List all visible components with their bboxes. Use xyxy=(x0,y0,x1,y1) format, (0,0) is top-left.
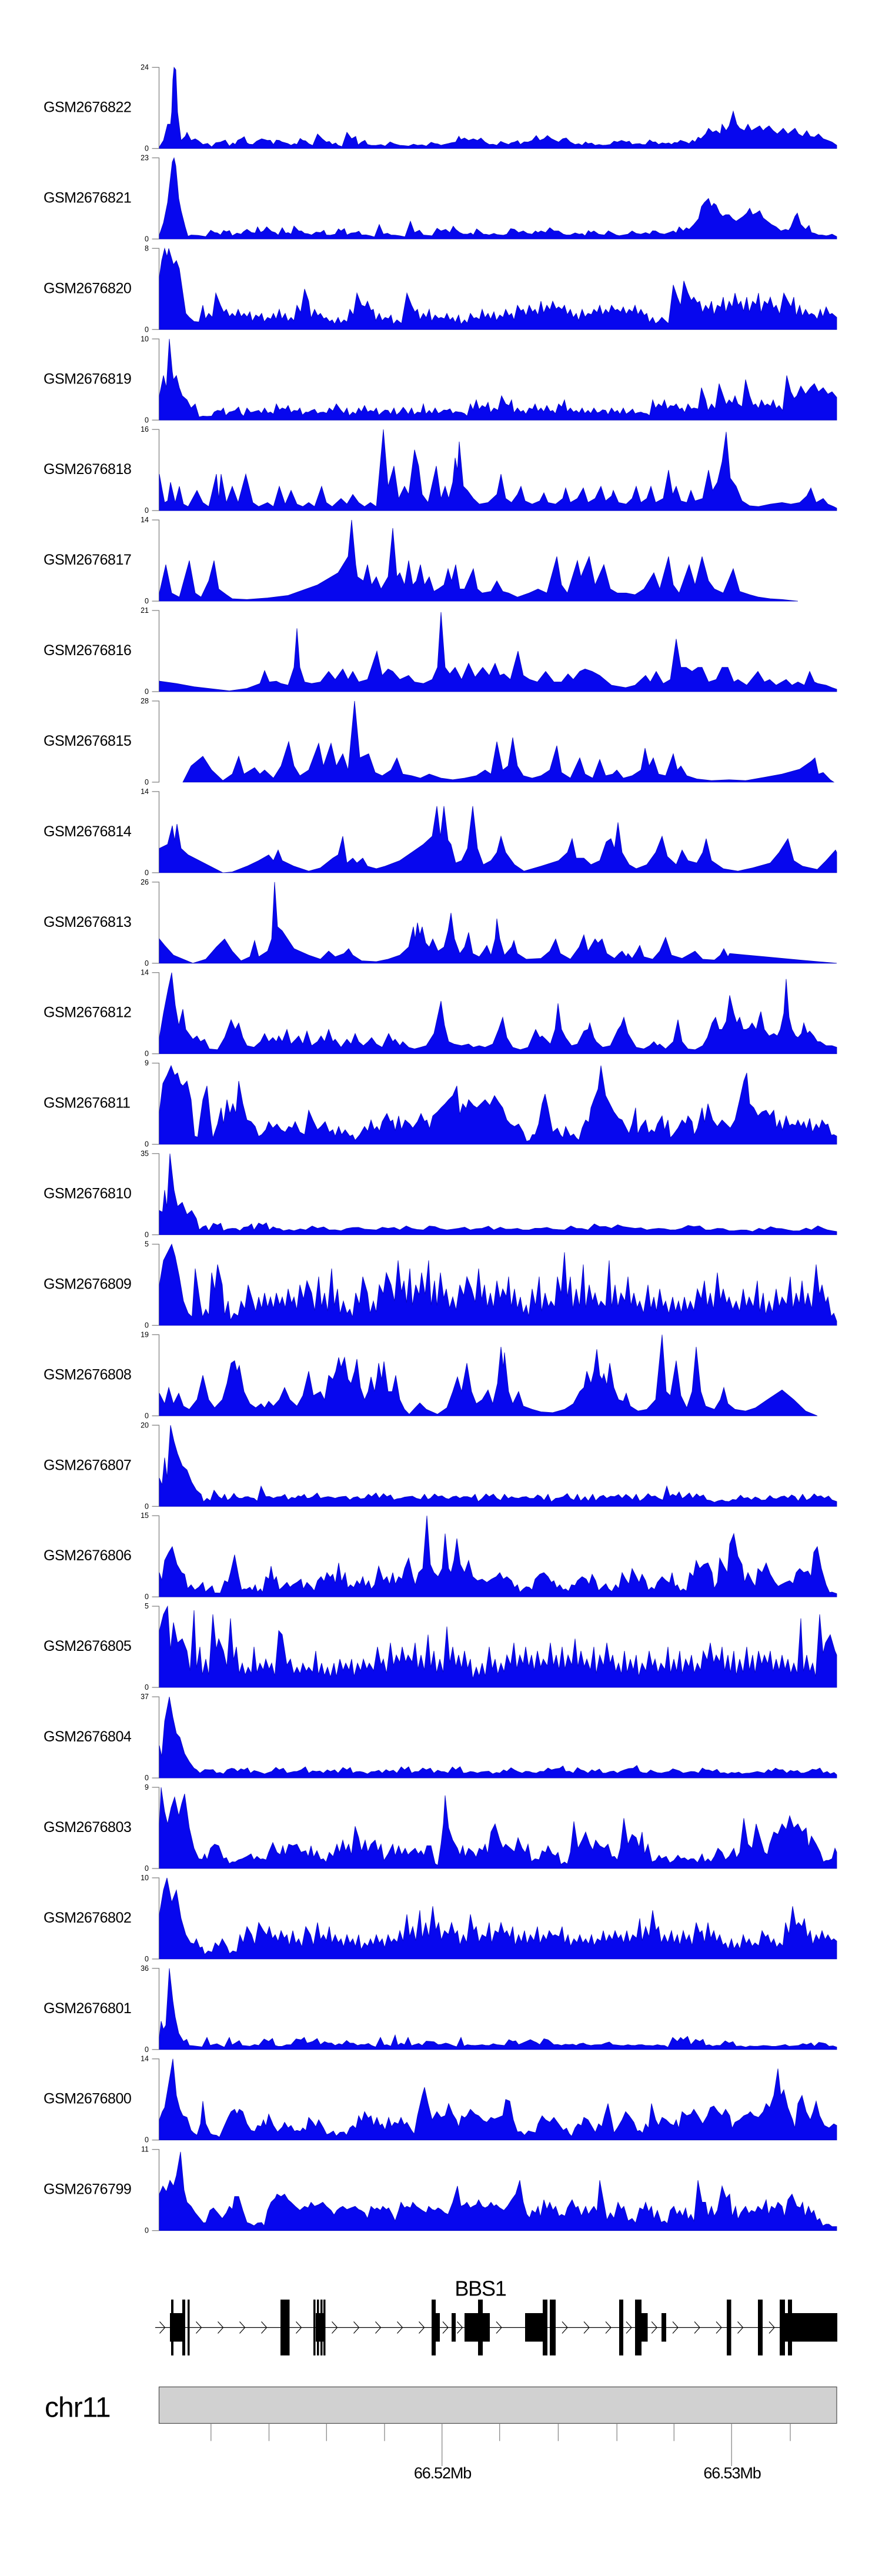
svg-text:GSM2676819: GSM2676819 xyxy=(44,371,131,387)
svg-text:GSM2676803: GSM2676803 xyxy=(44,1819,131,1836)
svg-text:0: 0 xyxy=(145,145,149,153)
svg-text:14: 14 xyxy=(141,788,149,796)
svg-text:66.52Mb: 66.52Mb xyxy=(414,2464,471,2482)
svg-text:GSM2676816: GSM2676816 xyxy=(44,642,131,659)
svg-text:GSM2676799: GSM2676799 xyxy=(44,2181,131,2198)
svg-text:GSM2676822: GSM2676822 xyxy=(44,99,131,116)
svg-text:BBS1: BBS1 xyxy=(455,2277,506,2301)
svg-text:0: 0 xyxy=(145,235,149,243)
svg-text:GSM2676811: GSM2676811 xyxy=(44,1095,130,1112)
svg-text:GSM2676804: GSM2676804 xyxy=(44,1729,132,1745)
svg-text:0: 0 xyxy=(145,1593,149,1601)
svg-text:14: 14 xyxy=(141,969,149,977)
svg-text:0: 0 xyxy=(145,1864,149,1873)
svg-text:36: 36 xyxy=(141,1964,149,1973)
svg-text:10: 10 xyxy=(141,335,149,343)
svg-text:8: 8 xyxy=(145,244,149,252)
svg-text:0: 0 xyxy=(145,688,149,696)
svg-text:GSM2676807: GSM2676807 xyxy=(44,1457,131,1473)
svg-text:GSM2676806: GSM2676806 xyxy=(44,1547,131,1564)
svg-text:0: 0 xyxy=(145,869,149,877)
svg-text:0: 0 xyxy=(145,1412,149,1420)
svg-text:66.53Mb: 66.53Mb xyxy=(703,2464,760,2482)
svg-text:chr11: chr11 xyxy=(45,2393,111,2424)
svg-text:28: 28 xyxy=(141,697,149,705)
svg-text:0: 0 xyxy=(145,1050,149,1058)
svg-text:GSM2676802: GSM2676802 xyxy=(44,1910,131,1926)
svg-text:15: 15 xyxy=(141,1511,149,1520)
svg-text:14: 14 xyxy=(141,2055,149,2063)
svg-text:0: 0 xyxy=(145,1774,149,1782)
svg-text:GSM2676817: GSM2676817 xyxy=(44,552,131,568)
svg-text:GSM2676820: GSM2676820 xyxy=(44,280,131,296)
svg-text:0: 0 xyxy=(145,1231,149,1239)
svg-text:GSM2676801: GSM2676801 xyxy=(44,2000,131,2017)
svg-text:GSM2676814: GSM2676814 xyxy=(44,823,132,840)
svg-text:24: 24 xyxy=(141,64,149,72)
svg-text:0: 0 xyxy=(145,778,149,786)
svg-text:GSM2676813: GSM2676813 xyxy=(44,914,131,930)
svg-text:0: 0 xyxy=(145,597,149,605)
svg-text:0: 0 xyxy=(145,1322,149,1330)
svg-text:0: 0 xyxy=(145,325,149,333)
svg-text:20: 20 xyxy=(141,1421,149,1429)
svg-text:0: 0 xyxy=(145,506,149,515)
svg-text:14: 14 xyxy=(141,516,149,524)
svg-text:GSM2676800: GSM2676800 xyxy=(44,2091,131,2107)
svg-text:5: 5 xyxy=(145,1240,149,1249)
svg-text:GSM2676818: GSM2676818 xyxy=(44,461,131,478)
svg-text:11: 11 xyxy=(141,2145,149,2154)
svg-text:9: 9 xyxy=(145,1783,149,1791)
svg-text:GSM2676815: GSM2676815 xyxy=(44,733,131,749)
svg-text:0: 0 xyxy=(145,2136,149,2144)
svg-text:5: 5 xyxy=(145,1602,149,1610)
svg-text:9: 9 xyxy=(145,1059,149,1067)
svg-text:35: 35 xyxy=(141,1150,149,1158)
svg-text:GSM2676809: GSM2676809 xyxy=(44,1276,131,1293)
svg-text:16: 16 xyxy=(141,425,149,433)
svg-text:0: 0 xyxy=(145,1502,149,1510)
svg-text:0: 0 xyxy=(145,1140,149,1149)
svg-text:0: 0 xyxy=(145,416,149,424)
svg-text:21: 21 xyxy=(141,606,149,615)
svg-text:0: 0 xyxy=(145,959,149,967)
svg-text:GSM2676805: GSM2676805 xyxy=(44,1638,131,1654)
svg-text:0: 0 xyxy=(145,2227,149,2235)
svg-text:19: 19 xyxy=(141,1330,149,1339)
svg-text:GSM2676821: GSM2676821 xyxy=(44,189,131,206)
svg-text:GSM2676808: GSM2676808 xyxy=(44,1366,131,1383)
svg-text:GSM2676812: GSM2676812 xyxy=(44,1005,131,1021)
svg-text:0: 0 xyxy=(145,1683,149,1691)
svg-text:10: 10 xyxy=(141,1874,149,1882)
svg-text:37: 37 xyxy=(141,1693,149,1701)
svg-text:23: 23 xyxy=(141,154,149,162)
svg-text:26: 26 xyxy=(141,878,149,886)
svg-text:GSM2676810: GSM2676810 xyxy=(44,1186,131,1202)
svg-text:0: 0 xyxy=(145,1955,149,1963)
svg-text:0: 0 xyxy=(145,2046,149,2054)
